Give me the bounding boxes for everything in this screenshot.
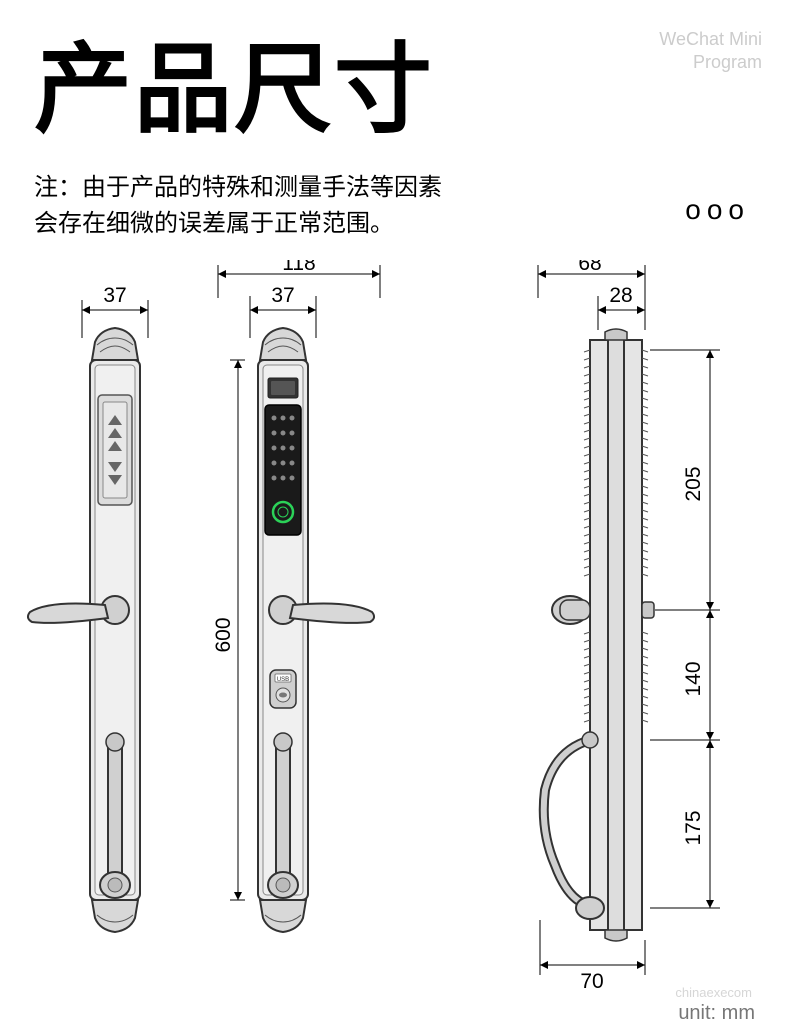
svg-text:68: 68: [578, 260, 601, 275]
svg-text:600: 600: [212, 617, 235, 652]
unit-label: unit: mm: [678, 1002, 755, 1025]
technical-drawing: 37: [0, 260, 790, 1020]
svg-text:70: 70: [580, 970, 603, 993]
dim-view3-heights: 205 140 175: [650, 350, 720, 908]
note-block: 注：由于产品的特殊和测量手法等因素 会存在细微的误差属于正常范围。: [34, 170, 442, 242]
watermark-top: WeChat Mini Program: [659, 28, 762, 75]
lock-front-view: USB: [258, 328, 374, 932]
diagram-area: 37: [0, 260, 790, 1020]
decorative-dots: ooo: [685, 194, 750, 226]
svg-text:140: 140: [682, 661, 705, 696]
svg-text:USB: USB: [277, 677, 289, 683]
svg-text:37: 37: [103, 284, 126, 307]
page-title: 产品尺寸: [34, 10, 434, 152]
note-line2: 会存在细微的误差属于正常范围。: [34, 206, 442, 242]
lock-side-view: [544, 329, 654, 941]
watermark-bottom: chinaexecom: [675, 985, 752, 1000]
svg-text:175: 175: [682, 810, 705, 845]
watermark-line1: WeChat Mini: [659, 28, 762, 51]
watermark-line2: Program: [659, 51, 762, 74]
svg-text:37: 37: [271, 284, 294, 307]
dim-view2-height: 600: [212, 360, 245, 900]
svg-text:118: 118: [282, 260, 315, 275]
dim-view2-width-outer: 118: [218, 260, 380, 298]
svg-text:28: 28: [609, 284, 632, 307]
dim-view3-width-inner: 28: [598, 284, 645, 330]
lock-back-view: [28, 328, 140, 932]
svg-text:205: 205: [682, 466, 705, 501]
note-line1: 注：由于产品的特殊和测量手法等因素: [34, 170, 442, 206]
